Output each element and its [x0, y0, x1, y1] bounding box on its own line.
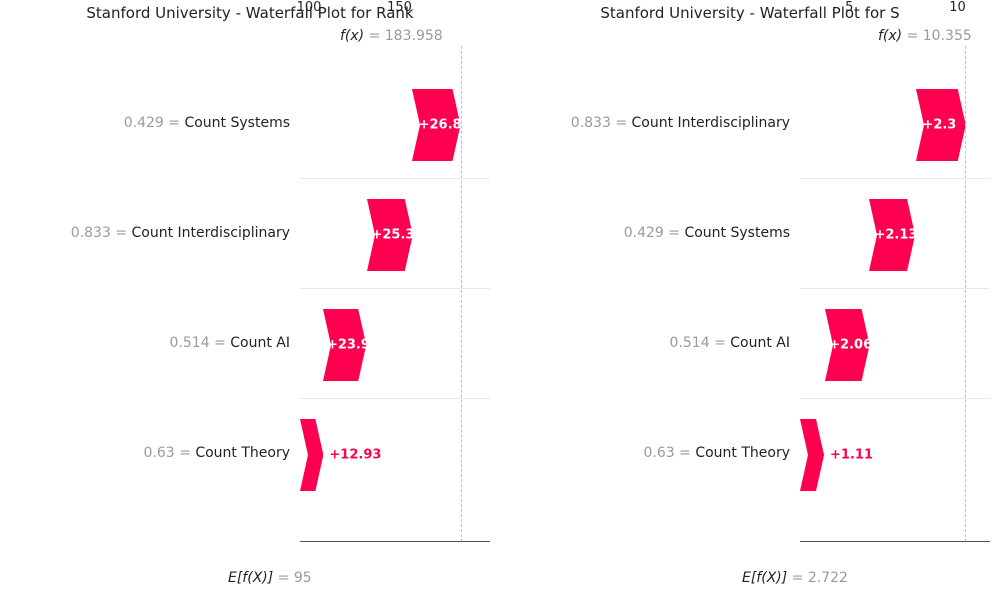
feature-label: 0.833 = Count Interdisciplinary [571, 115, 790, 131]
waterfall-panel-rank: Stanford University - Waterfall Plot for… [0, 0, 500, 600]
contribution-value: +26.8 [419, 118, 462, 133]
feature-label: 0.63 = Count Theory [144, 445, 290, 461]
feature-label: 0.833 = Count Interdisciplinary [71, 225, 290, 241]
x-tick: 10 [949, 0, 966, 562]
contribution-bar [800, 419, 824, 491]
feature-label: 0.514 = Count AI [670, 335, 790, 351]
x-tick: 5 [845, 0, 853, 562]
x-tick: 150 [387, 0, 412, 562]
panel-title: Stanford University - Waterfall Plot for… [500, 4, 1000, 22]
contribution-value: +2.13 [874, 228, 917, 243]
contribution-value: +23.9 [327, 338, 370, 353]
x-tick: 100 [297, 0, 322, 562]
feature-label: 0.63 = Count Theory [644, 445, 790, 461]
contribution-value: +12.93 [329, 448, 381, 463]
feature-label: 0.429 = Count Systems [624, 225, 790, 241]
expected-value-label: E[f(X)] = 2.722 [742, 570, 848, 586]
feature-label: 0.429 = Count Systems [124, 115, 290, 131]
expected-value-label: E[f(X)] = 95 [228, 570, 312, 586]
feature-label: 0.514 = Count AI [170, 335, 290, 351]
waterfall-panel-score: Stanford University - Waterfall Plot for… [500, 0, 1000, 600]
panel-title: Stanford University - Waterfall Plot for… [0, 4, 500, 22]
